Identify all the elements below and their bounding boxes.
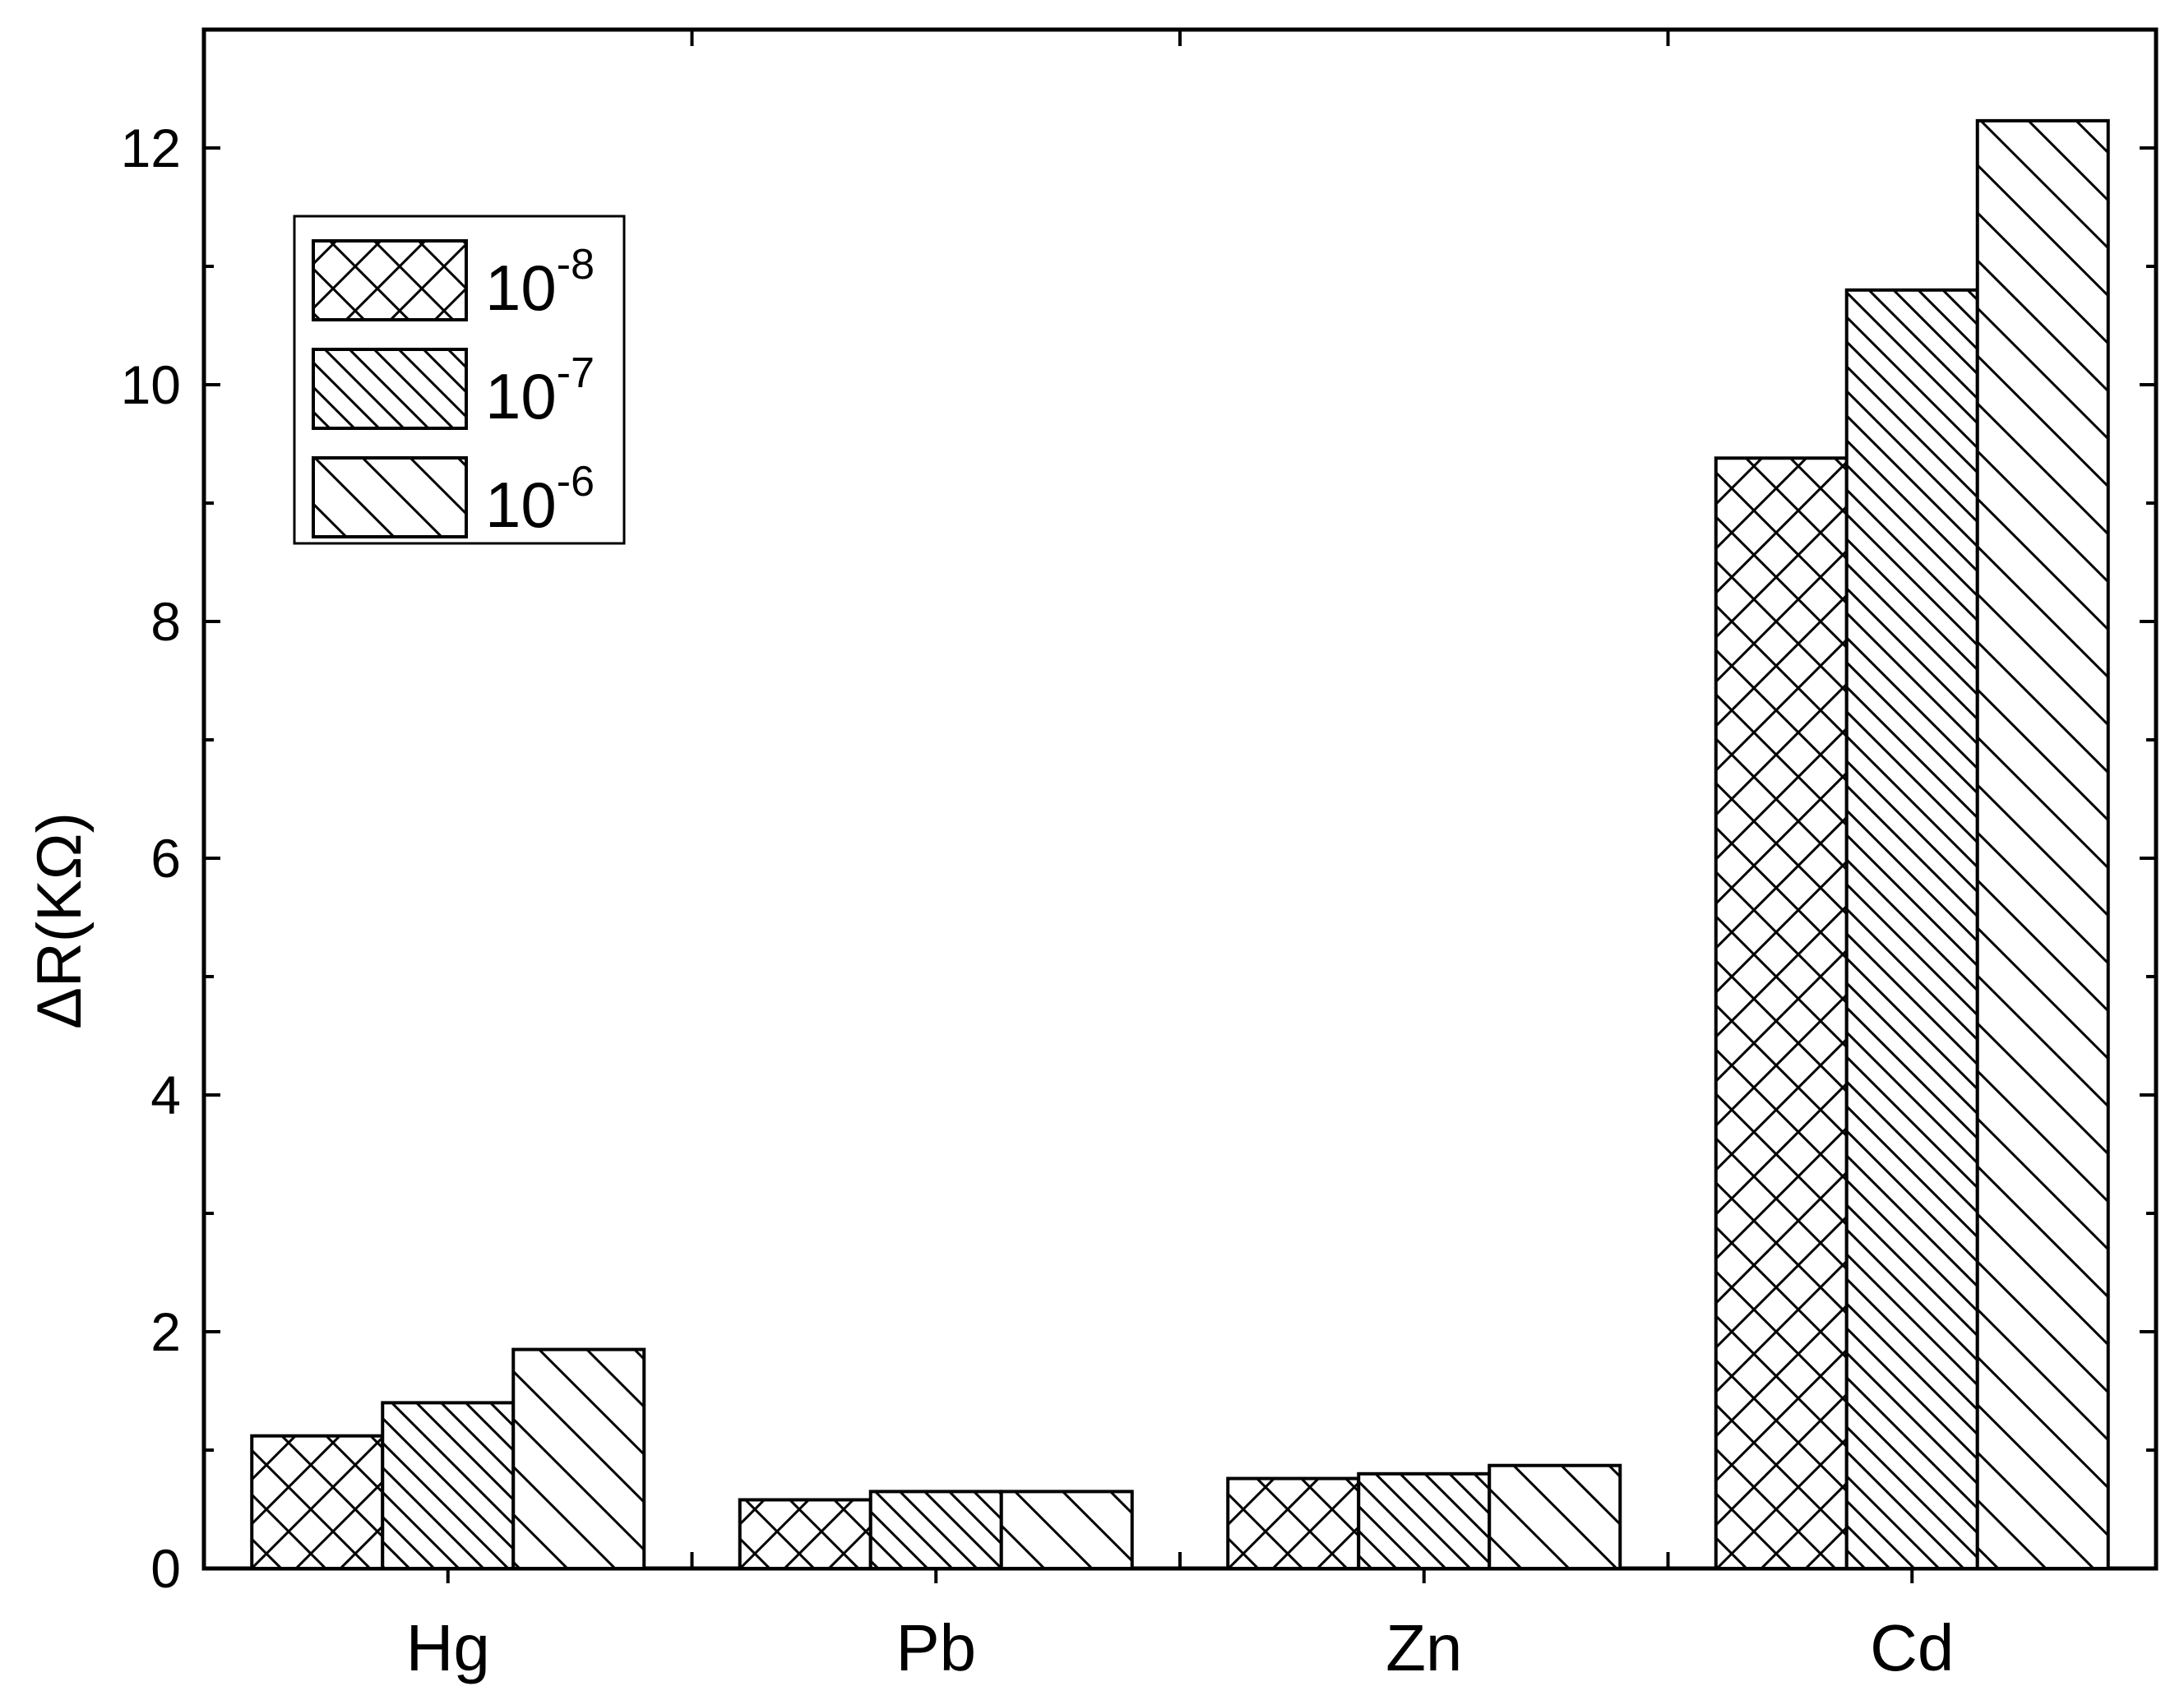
y-tick-label: 6 <box>150 828 181 889</box>
y-axis: 0 2 4 6 8 10 12 <box>121 28 2156 1599</box>
x-category-label: Pb <box>895 1611 976 1684</box>
x-category-label: Zn <box>1386 1611 1462 1684</box>
bar-cd-series-2 <box>1975 118 2110 1570</box>
legend-swatch-dense-diagonal <box>312 348 468 430</box>
bar-cd-series-1 <box>1844 288 1979 1570</box>
bar-pb-series-1 <box>868 1490 1003 1571</box>
bar-pb-series-0 <box>738 1498 872 1570</box>
bar-zn-series-0 <box>1226 1476 1361 1571</box>
y-axis-title: ΔR(KΩ) <box>25 812 95 1029</box>
y-tick-label: 4 <box>150 1065 181 1125</box>
bars-group <box>250 118 2110 1571</box>
y-tick-label: 10 <box>121 354 181 415</box>
bar-pb-series-2 <box>999 1490 1134 1571</box>
bar-zn-series-1 <box>1357 1471 1492 1571</box>
y-tick-label: 0 <box>150 1538 181 1599</box>
x-axis: Hg Pb Zn Cd <box>406 30 1954 1684</box>
y-tick-label: 2 <box>150 1301 181 1362</box>
bar-hg-series-1 <box>381 1401 516 1571</box>
y-tick-label: 8 <box>150 591 181 652</box>
bar-cd-series-0 <box>1714 456 1849 1570</box>
legend-label: 10-6 <box>485 458 595 541</box>
legend-label: 10-8 <box>485 241 595 324</box>
x-category-label: Cd <box>1870 1611 1954 1684</box>
legend-swatch-sparse-diagonal <box>312 456 468 538</box>
legend-swatch-crosshatch <box>312 239 468 321</box>
x-category-label: Hg <box>406 1611 490 1684</box>
bar-zn-series-2 <box>1488 1463 1622 1570</box>
bar-hg-series-2 <box>511 1347 646 1570</box>
legend-label: 10-7 <box>485 349 595 432</box>
legend: 10-8 10-7 10-6 <box>293 215 626 545</box>
y-tick-label: 12 <box>121 118 181 178</box>
bar-hg-series-0 <box>250 1434 385 1570</box>
